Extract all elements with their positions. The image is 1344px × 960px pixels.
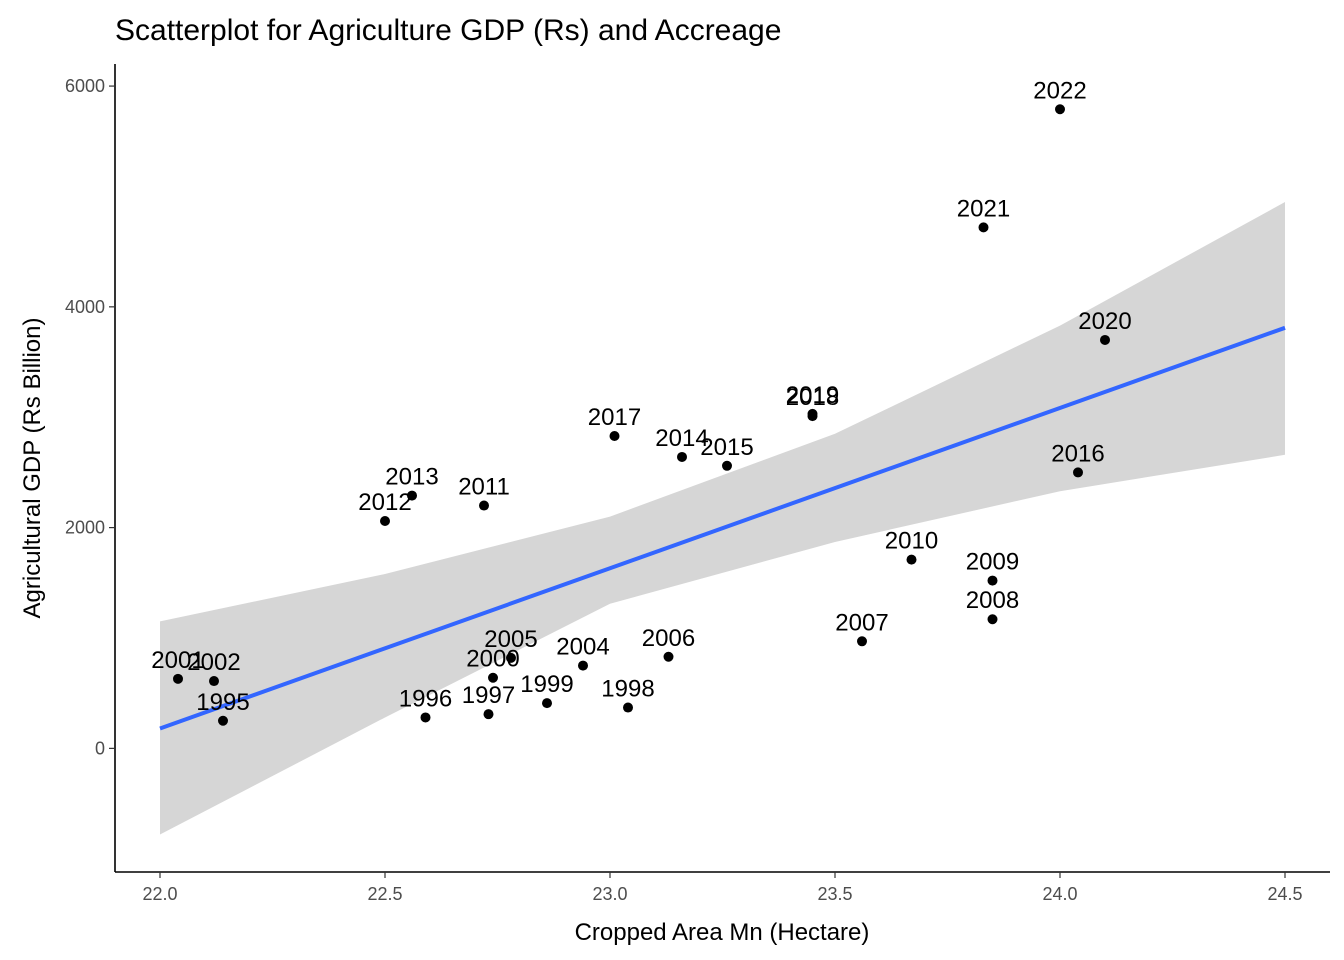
data-point-2019 <box>807 408 818 419</box>
x-tick-label: 24.0 <box>1042 884 1077 904</box>
point-label-2015: 2015 <box>700 434 753 461</box>
point-label-2012: 2012 <box>358 489 411 516</box>
point-label-2016: 2016 <box>1051 440 1104 467</box>
y-tick-label: 4000 <box>65 297 105 317</box>
point-label-2007: 2007 <box>835 609 888 636</box>
data-point-2000 <box>488 672 498 683</box>
confidence-band <box>160 202 1285 835</box>
point-label-1997: 1997 <box>462 682 515 709</box>
x-ticks-layer: 22.0 22.5 23.0 23.5 24.0 24.5 <box>142 872 1303 904</box>
point-labels-layer: 1995 1996 1997 1998199920002001200220042005… <box>151 77 1131 716</box>
x-axis-title: Cropped Area Mn (Hectare) <box>575 919 870 946</box>
point-label-2020: 2020 <box>1078 308 1131 335</box>
data-point-2005 <box>506 652 516 663</box>
data-point-2008 <box>987 614 998 625</box>
chart-title: Scatterplot for Agriculture GDP (Rs) and… <box>115 14 781 47</box>
point-label-2011: 2011 <box>458 474 510 501</box>
point-label-2021: 2021 <box>957 195 1010 222</box>
point-label-1998: 1998 <box>601 676 654 703</box>
data-point-2013 <box>407 490 417 501</box>
data-point-2004 <box>578 660 588 671</box>
data-point-2002 <box>209 676 219 687</box>
data-point-2011 <box>479 500 489 511</box>
data-point-1997 <box>483 709 494 720</box>
confidence-band-layer <box>160 202 1285 835</box>
data-point-1998 <box>623 702 633 713</box>
y-tick-label: 0 <box>95 738 105 758</box>
point-label-2006: 2006 <box>642 625 695 652</box>
data-point-2015 <box>722 460 732 471</box>
point-label-2008: 2008 <box>966 587 1019 614</box>
data-point-2016 <box>1073 467 1083 478</box>
data-point-1999 <box>542 698 552 709</box>
y-axis-title: Agricultural GDP (Rs Billion) <box>19 318 46 619</box>
y-tick-label: 6000 <box>65 76 105 96</box>
data-point-2020 <box>1100 334 1110 345</box>
data-point-2012 <box>380 515 390 526</box>
data-point-2006 <box>663 651 674 662</box>
point-label-2002: 2002 <box>187 649 240 676</box>
data-point-1995 <box>218 715 228 726</box>
x-tick-label: 22.0 <box>142 884 177 904</box>
point-label-1996: 1996 <box>399 685 452 712</box>
data-point-2010 <box>906 554 917 565</box>
regression-line <box>159 325 1286 731</box>
x-tick-label: 23.0 <box>592 884 627 904</box>
data-point-2021 <box>978 222 989 233</box>
points-layer <box>173 104 1110 726</box>
point-label-2013: 2013 <box>385 464 438 491</box>
x-tick-label: 24.5 <box>1267 884 1302 904</box>
data-point-2022 <box>1055 104 1065 115</box>
point-label-2001: 2001 <box>151 647 204 674</box>
point-label-2010: 2010 <box>885 528 938 555</box>
point-label-1999: 1999 <box>520 671 573 698</box>
y-ticks-layer: 0 2000 4000 6000 <box>65 76 115 758</box>
data-point-2007 <box>857 636 867 647</box>
data-point-2001 <box>173 673 183 684</box>
point-label-2014: 2014 <box>655 425 708 452</box>
data-point-2014 <box>677 451 687 462</box>
y-tick-label: 2000 <box>65 518 105 538</box>
point-label-2005: 2005 <box>484 626 537 653</box>
point-label-2004: 2004 <box>556 634 609 661</box>
x-tick-label: 23.5 <box>817 884 852 904</box>
point-label-2022: 2022 <box>1033 77 1086 104</box>
data-point-2017 <box>609 430 620 441</box>
point-label-1995: 1995 <box>196 689 249 716</box>
data-point-1996 <box>420 712 431 723</box>
point-label-2000: 2000 <box>466 646 519 673</box>
point-label-2009: 2009 <box>966 549 1019 576</box>
regression-line-layer <box>159 325 1286 731</box>
data-point-2009 <box>987 575 998 586</box>
point-label-2017: 2017 <box>588 404 641 431</box>
point-label-2019: 2019 <box>786 382 839 409</box>
point-label-2018: 2018 <box>786 384 839 411</box>
x-tick-label: 22.5 <box>367 884 402 904</box>
